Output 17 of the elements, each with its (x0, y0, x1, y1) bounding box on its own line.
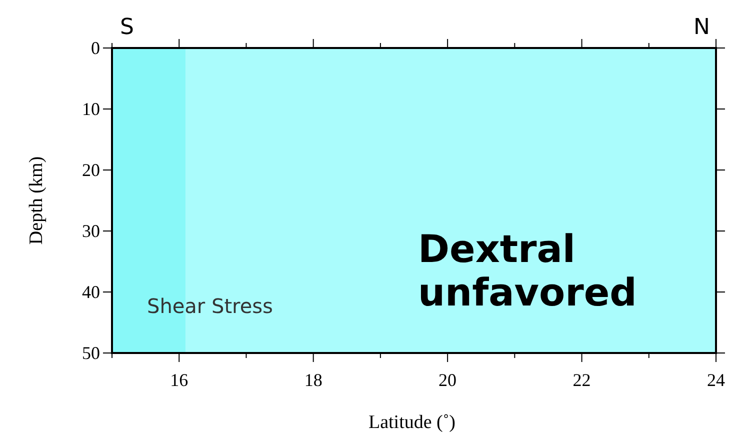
x-axis-title: Latitude (˚) (368, 412, 456, 433)
y-tick-label: 0 (91, 38, 100, 58)
text: S (120, 15, 134, 40)
x-tick-label: 18 (304, 370, 322, 390)
x-tick-label: 16 (170, 370, 188, 390)
y-axis-title: Depth (km) (26, 156, 47, 245)
x-tick-label: 24 (707, 370, 725, 390)
annotation: Shear Stress (147, 294, 273, 318)
y-tick-label: 50 (82, 343, 100, 363)
y-tick-label: 10 (82, 99, 100, 119)
text: N (694, 15, 710, 40)
y-tick-label: 30 (82, 221, 100, 241)
x-tick-label: 20 (438, 370, 457, 390)
y-tick-label: 20 (82, 160, 100, 180)
y-tick-label: 40 (82, 282, 100, 302)
x-tick-label: 22 (572, 370, 591, 390)
annotation: Dextral unfavored (418, 227, 637, 315)
